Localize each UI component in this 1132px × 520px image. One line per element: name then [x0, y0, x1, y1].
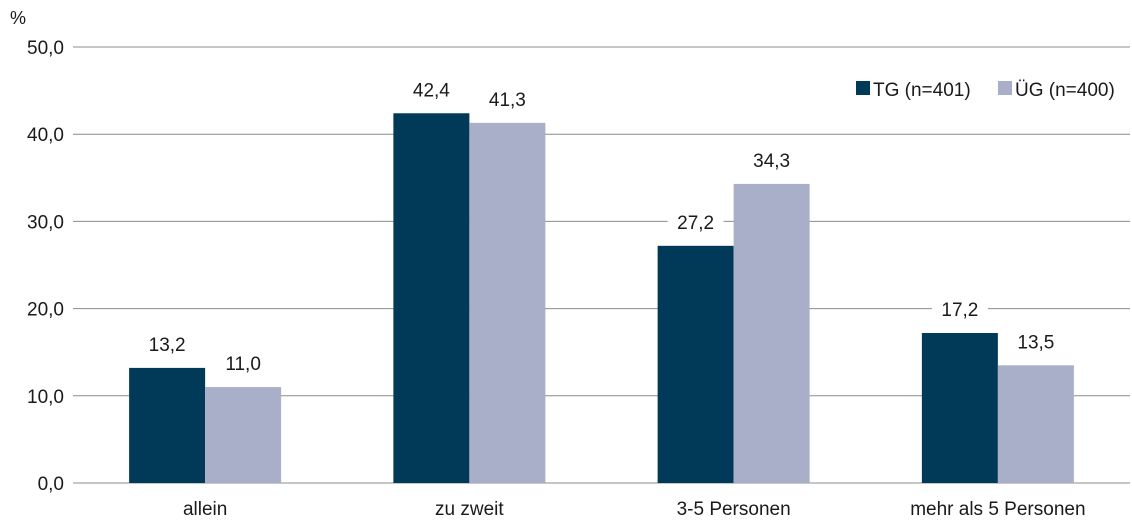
data-labels: 13,2 11,0 42,4 41,3 27,2 34,3 17,2 13,5	[139, 78, 1064, 377]
data-label: 42,4	[413, 80, 450, 101]
bar	[657, 245, 734, 483]
bar	[921, 333, 998, 483]
y-tick-label: 30,0	[27, 212, 64, 233]
bar	[129, 367, 206, 483]
x-category-label: zu zweit	[435, 499, 504, 520]
data-label: 34,3	[753, 151, 790, 172]
bar	[469, 122, 546, 483]
y-tick-label: 40,0	[27, 125, 64, 146]
legend-entry: ÜG (n=400)	[1015, 80, 1115, 101]
x-category-label: allein	[183, 499, 227, 520]
data-label-background	[215, 352, 272, 377]
data-label-background	[403, 78, 460, 103]
y-axis-ticks: 0,0 10,0 20,0 30,0 40,0 50,0	[27, 38, 64, 495]
data-label: 11,0	[225, 354, 261, 375]
y-tick-label: 50,0	[27, 38, 64, 59]
data-label-background	[479, 87, 536, 112]
legend-background	[848, 75, 1126, 105]
y-tick-label: 0,0	[38, 474, 64, 495]
bar	[205, 387, 282, 483]
bar	[997, 365, 1074, 483]
data-label: 27,2	[677, 213, 714, 234]
y-tick-label: 20,0	[27, 300, 64, 321]
bar	[733, 183, 810, 484]
data-label: 13,2	[149, 335, 186, 356]
y-axis-unit-label: %	[10, 8, 26, 28]
legend-entry: TG (n=401)	[873, 80, 971, 101]
data-label-background	[1007, 330, 1064, 355]
data-label: 13,5	[1017, 332, 1054, 353]
legend-swatch	[856, 81, 870, 95]
data-label-background	[667, 210, 724, 235]
x-axis-categories: allein zu zweit 3-5 Personen mehr als 5 Per…	[183, 499, 1086, 520]
legend-swatch	[998, 81, 1012, 95]
bars	[129, 113, 1074, 484]
data-label: 17,2	[941, 300, 978, 321]
data-label-background	[743, 148, 800, 173]
x-category-label: mehr als 5 Personen	[910, 499, 1085, 520]
data-label-background	[931, 298, 988, 323]
legend: TG (n=401) ÜG (n=400)	[848, 75, 1126, 105]
x-category-label: 3-5 Personen	[677, 499, 791, 520]
data-label: 41,3	[489, 90, 526, 111]
y-tick-label: 10,0	[27, 387, 64, 408]
data-label-background	[139, 332, 196, 357]
bar	[393, 113, 470, 483]
